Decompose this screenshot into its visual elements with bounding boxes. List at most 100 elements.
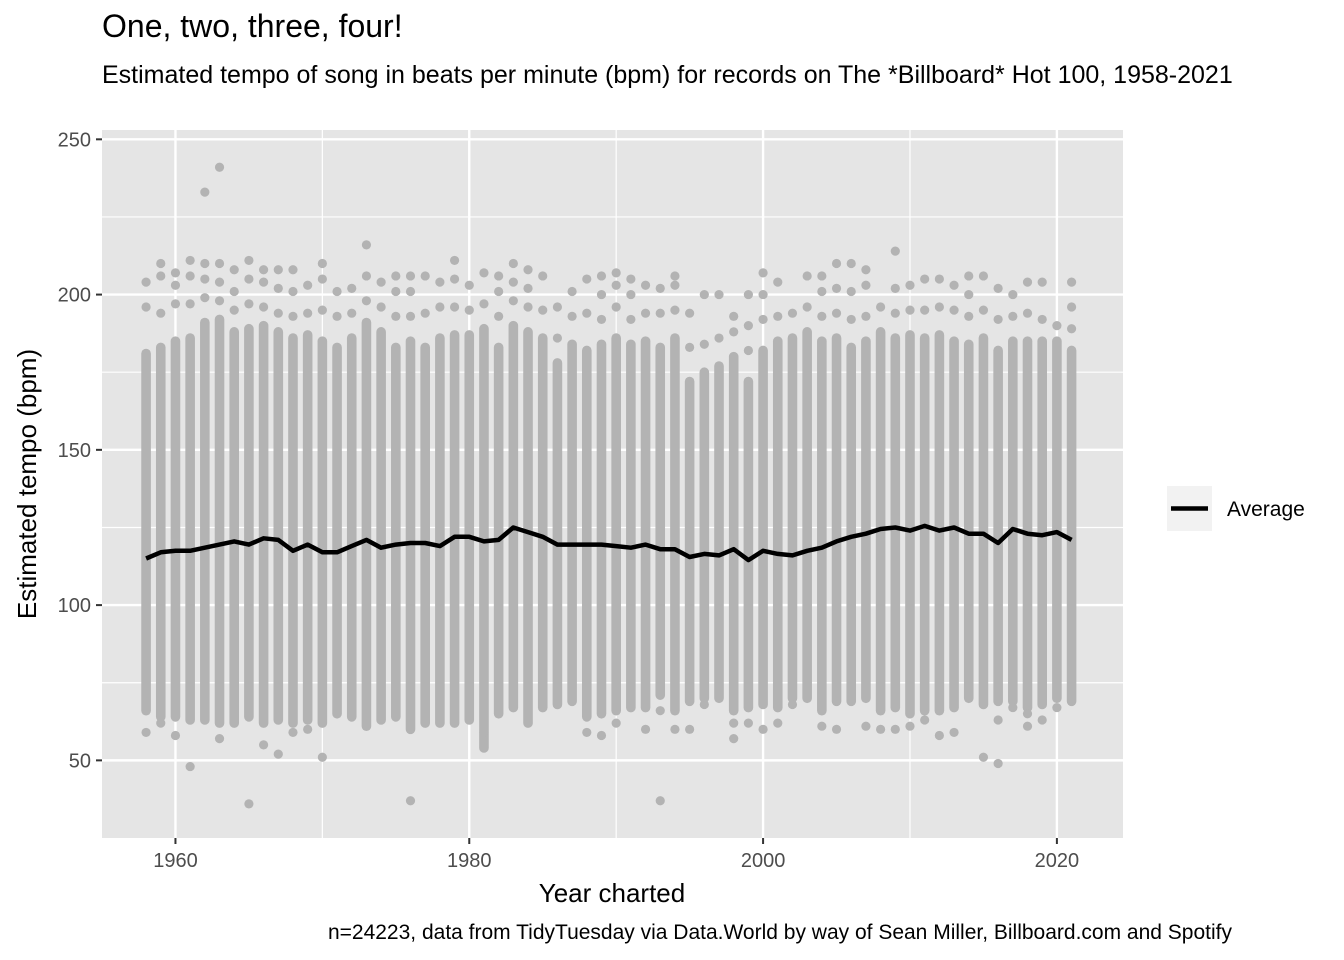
data-point [758,289,768,300]
data-point [861,311,871,321]
data-point [376,302,386,312]
data-point [964,311,974,321]
data-point [890,283,900,293]
data-point [934,730,944,741]
data-point [861,265,871,275]
data-point [699,289,709,300]
data-point [846,258,856,269]
data-point [185,299,195,309]
data-point [523,283,533,293]
data-point [640,280,651,290]
data-point [185,271,195,281]
data-point [303,308,313,318]
data-point [685,342,695,352]
data-point [258,740,269,750]
data-point [876,302,886,312]
data-point [1037,314,1047,325]
data-point [244,255,254,266]
data-point [890,246,900,256]
data-point [978,752,989,762]
data-point [993,314,1003,325]
data-point [773,311,783,321]
data-point [214,734,225,744]
data-point [405,286,416,297]
data-point [1022,308,1033,318]
data-point [449,302,460,312]
data-point [596,730,607,741]
data-point [449,274,460,284]
data-point [582,274,592,284]
data-point [1037,277,1047,287]
data-point [787,699,798,710]
data-point [1008,311,1018,321]
data-point [787,308,798,318]
chart-title: One, two, three, four! [102,8,403,44]
data-point [435,277,445,287]
data-point [538,305,548,315]
data-point [347,283,357,293]
data-point [802,302,812,312]
data-point [332,311,342,321]
data-point [655,308,665,318]
data-point [949,305,959,315]
data-point [303,724,313,734]
data-point [1037,715,1047,725]
data-point [817,286,827,297]
data-point [714,289,724,300]
data-point [905,280,915,290]
y-tick-label: 50 [69,750,91,772]
data-point [479,299,489,309]
data-point [964,289,974,300]
data-point [978,305,989,315]
data-point [831,258,842,269]
data-point [508,277,518,287]
data-point [538,271,548,281]
data-point [317,258,327,269]
data-point [508,296,518,306]
data-point [1066,277,1077,287]
data-point [743,345,753,356]
data-point [405,796,416,806]
data-point [273,283,283,293]
data-point [361,296,372,306]
data-point [596,289,607,300]
data-point [993,715,1003,725]
y-tick-label: 200 [58,285,91,307]
data-point [611,268,621,278]
data-point [567,286,577,297]
data-point [185,761,195,772]
data-point [288,311,298,321]
data-point [905,721,915,731]
data-point [317,274,327,284]
data-point [523,265,533,275]
data-point [611,302,621,312]
data-point [729,327,739,337]
data-point [170,280,181,290]
data-point [420,308,430,318]
data-point [449,255,460,266]
data-point [596,271,607,281]
data-point [831,308,842,318]
data-point [699,699,709,710]
data-point [949,280,959,290]
data-point [611,718,621,728]
data-point [993,758,1003,769]
chart-subtitle: Estimated tempo of song in beats per min… [102,61,1233,89]
x-tick-label: 1960 [153,850,198,872]
data-point [655,796,665,806]
data-point [361,240,372,250]
data-point [729,311,739,321]
data-point [1052,321,1062,331]
data-point [317,752,327,762]
data-point [934,302,944,312]
data-point [920,274,930,284]
data-point [861,721,871,731]
data-point [876,724,886,734]
data-point [743,289,753,300]
data-point [846,314,856,325]
data-point [405,311,416,321]
data-point [1008,702,1018,713]
data-point [714,333,724,343]
data-point [817,271,827,281]
